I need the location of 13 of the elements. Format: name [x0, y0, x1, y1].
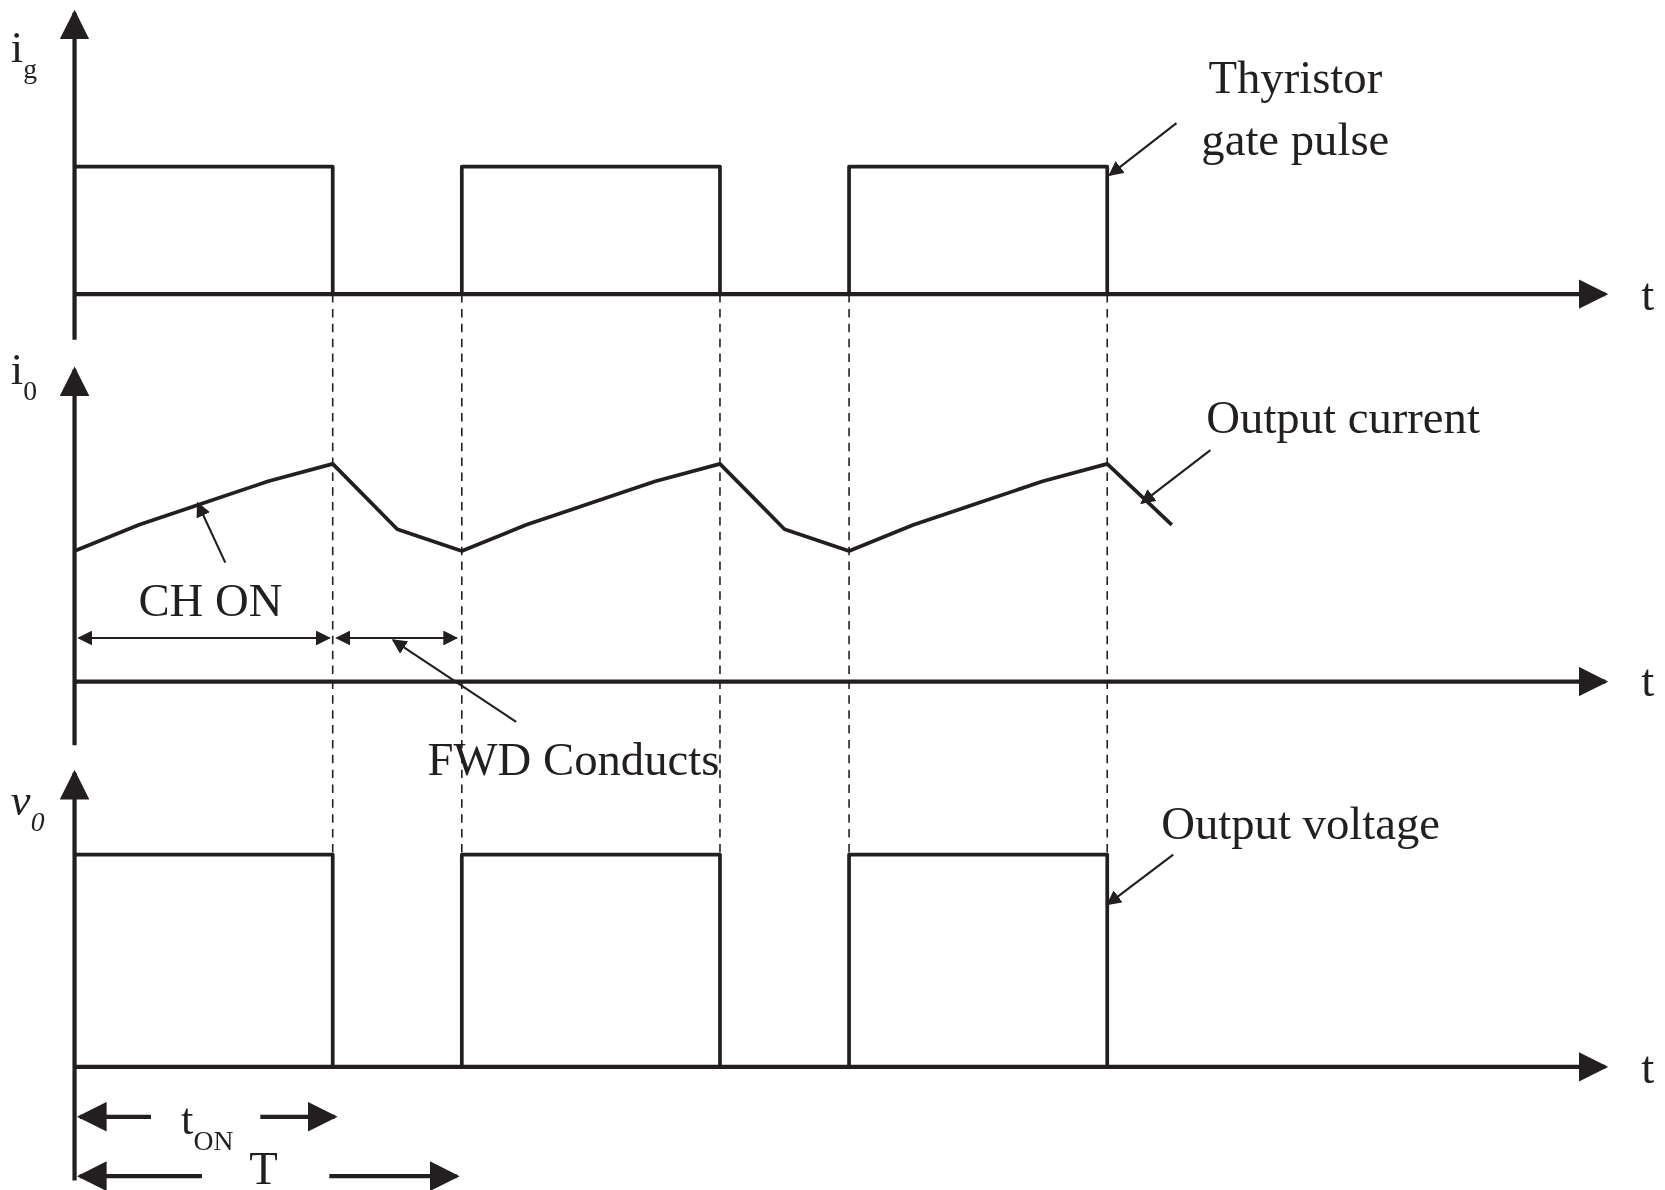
- x-axis-title: t: [1641, 654, 1655, 707]
- x-axis-title: t: [1641, 1040, 1655, 1093]
- text: FWD Conducts: [427, 732, 720, 785]
- text: Output current: [1206, 391, 1480, 444]
- text: T: [249, 1141, 278, 1190]
- x-axis-title: t: [1641, 267, 1655, 320]
- annotation: CH ON: [138, 573, 283, 626]
- y-axis-title: i$_{0}$: [10, 344, 38, 406]
- y-axis-title: i$_{g}$: [10, 21, 38, 84]
- text: t$_{ON}$: [181, 1093, 234, 1156]
- y-axis-title: v$_{0}$: [10, 775, 45, 837]
- text: Thyristor gate pulse: [1201, 51, 1390, 165]
- text: Output voltage: [1161, 796, 1441, 849]
